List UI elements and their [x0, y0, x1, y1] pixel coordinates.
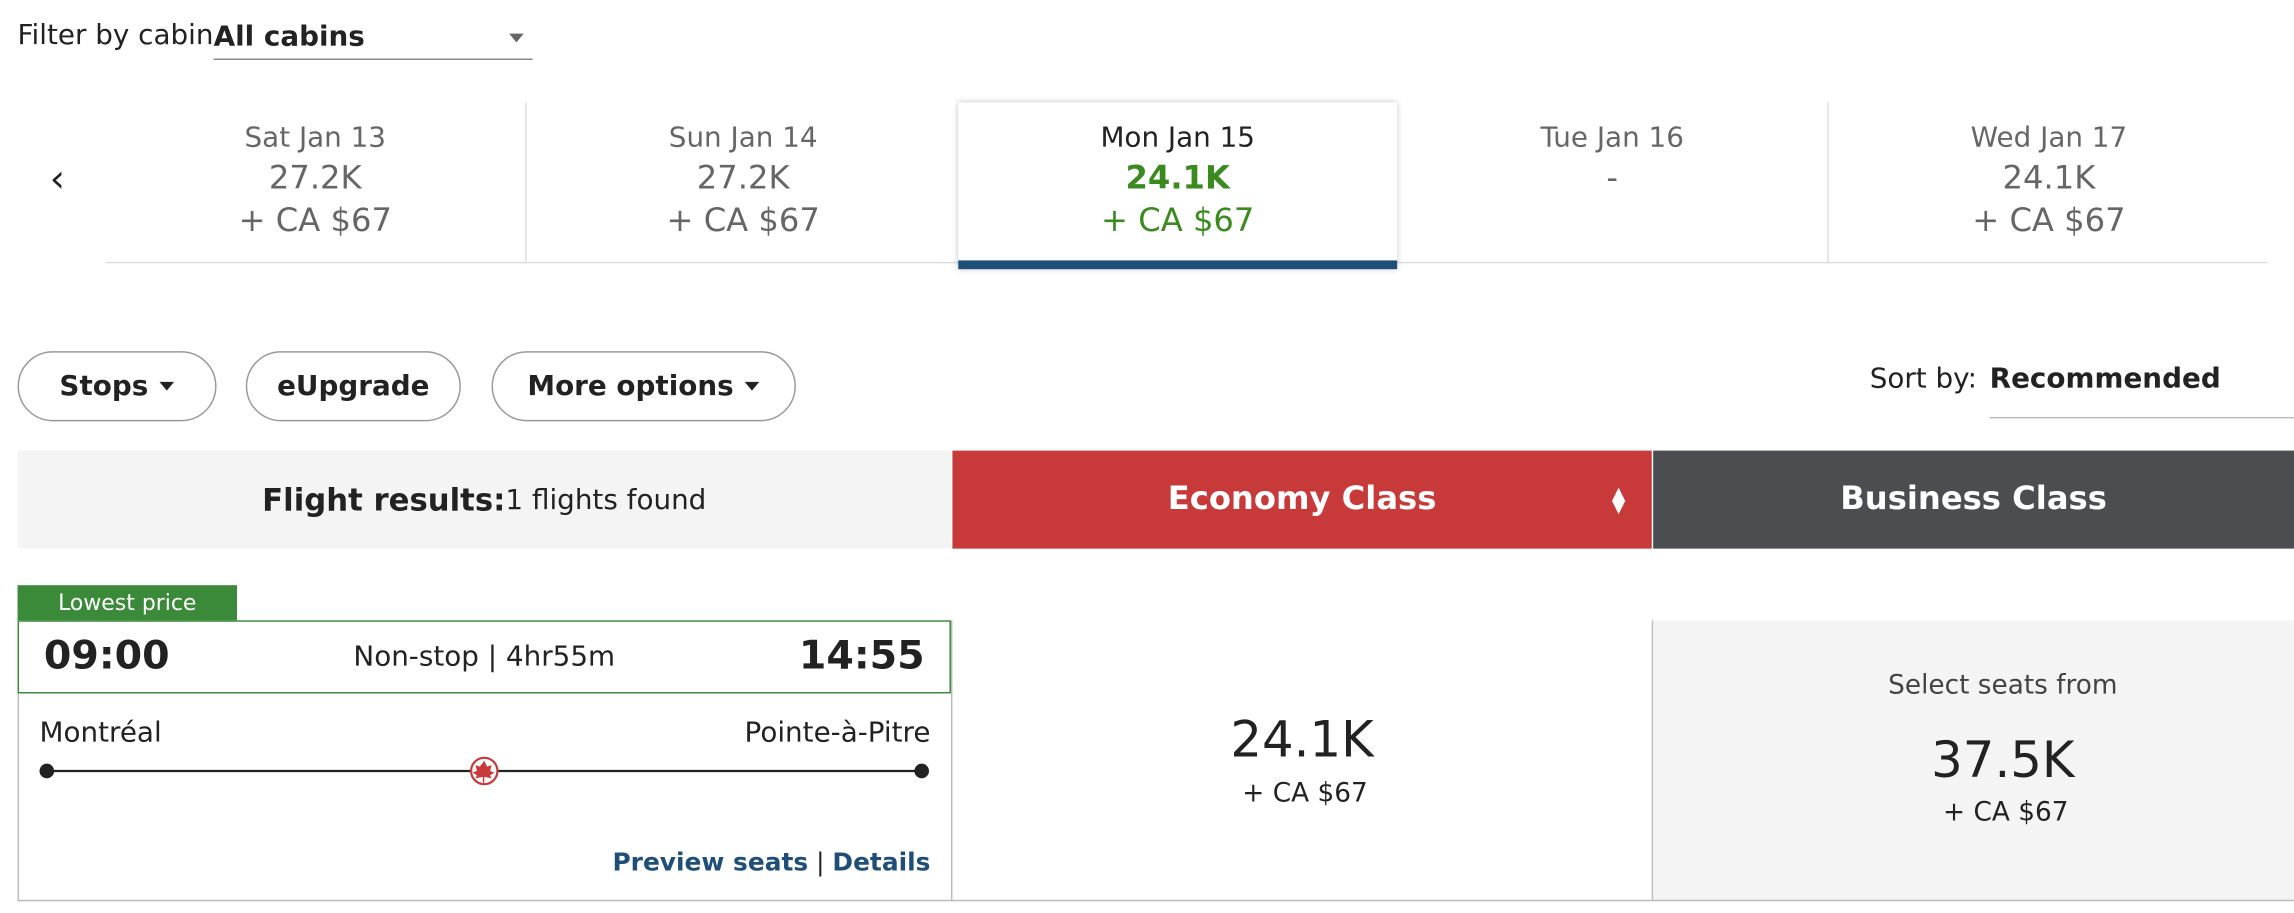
economy-fee: + CA $67	[1242, 778, 1368, 810]
economy-tab[interactable]: Economy Class ▲ ▼	[952, 450, 1652, 549]
filter-label: Filter by cabin	[17, 19, 214, 52]
cabin-label: Business Class	[1840, 481, 2107, 518]
stops-button[interactable]: Stops	[17, 351, 217, 422]
duration: Non-stop | 4hr55m	[353, 640, 616, 673]
date-day: Mon Jan 15	[1100, 121, 1255, 154]
cabin-value: All cabins	[213, 20, 365, 53]
date-fee: + CA $67	[1972, 203, 2126, 240]
business-fee: + CA $67	[1943, 797, 2069, 829]
date-day: Wed Jan 17	[1970, 121, 2128, 154]
date-tab[interactable]: Sat Jan 13 27.2K + CA $67	[105, 102, 525, 263]
date-tab[interactable]: Mon Jan 15 24.1K + CA $67	[958, 102, 1398, 270]
prev-dates[interactable]: ‹	[49, 158, 65, 202]
date-fee: + CA $67	[1101, 203, 1255, 240]
sort-value: Recommended	[1989, 362, 2221, 396]
business-caption: Select seats from	[1888, 670, 2118, 701]
select-arrow	[509, 33, 524, 43]
time-row	[17, 620, 951, 694]
results-title: Flight results:	[262, 482, 506, 518]
results-count: 1 flights found	[505, 483, 707, 516]
date-day: Sun Jan 14	[668, 121, 818, 154]
dropdown-arrow	[159, 381, 175, 391]
date-points: 27.2K	[268, 160, 362, 198]
sort-label: Sort by:	[1869, 362, 1977, 396]
economy-points: 24.1K	[1230, 711, 1374, 770]
business-cell[interactable]	[1653, 620, 2294, 902]
business-points: 37.5K	[1931, 731, 2075, 791]
destination: Pointe-à-Pitre	[744, 716, 931, 750]
button-label: eUpgrade	[277, 370, 430, 403]
origin: Montréal	[39, 716, 162, 750]
results-header: Flight results: 1 flights found	[17, 450, 951, 549]
date-points: 27.2K	[696, 160, 790, 198]
date-day: Sat Jan 13	[244, 121, 387, 154]
date-tab[interactable]: Sun Jan 14 27.2K + CA $67	[525, 102, 960, 264]
sort-select[interactable]: Recommended	[1989, 362, 2294, 419]
date-points: 24.1K	[2002, 160, 2096, 198]
eupgrade-button[interactable]: eUpgrade	[245, 351, 461, 422]
arrive-time: 14:55	[798, 633, 925, 679]
cabin-label: Economy Class	[1167, 481, 1437, 518]
dropdown-arrow	[745, 381, 761, 391]
date-tab[interactable]: Tue Jan 16 -	[1397, 102, 1827, 263]
business-tab[interactable]: Business Class	[1653, 450, 2294, 549]
economy-cell[interactable]	[950, 620, 1654, 902]
button-label: Stops	[59, 370, 149, 403]
depart-time: 09:00	[43, 633, 170, 679]
details-link[interactable]: Details	[832, 848, 931, 878]
sort-icon: ▲ ▼	[1611, 482, 1626, 516]
badge: Lowest price	[17, 585, 238, 621]
date-tab[interactable]: Wed Jan 17 24.1K + CA $67	[1827, 102, 2269, 264]
date-day: Tue Jan 16	[1540, 121, 1684, 154]
date-fee: + CA $67	[238, 203, 392, 240]
date-fee: + CA $67	[666, 203, 820, 240]
button-label: More options	[527, 370, 734, 403]
cabin-select[interactable]: All cabins	[213, 20, 533, 60]
flight-card	[17, 620, 953, 902]
links: Preview seats | Details	[612, 848, 931, 878]
date-points: 24.1K	[1125, 160, 1230, 198]
more-options-button[interactable]: More options	[491, 351, 796, 422]
date-points: -	[1606, 160, 1619, 198]
preview-seats-link[interactable]: Preview seats	[612, 848, 809, 878]
route-line	[39, 756, 930, 786]
